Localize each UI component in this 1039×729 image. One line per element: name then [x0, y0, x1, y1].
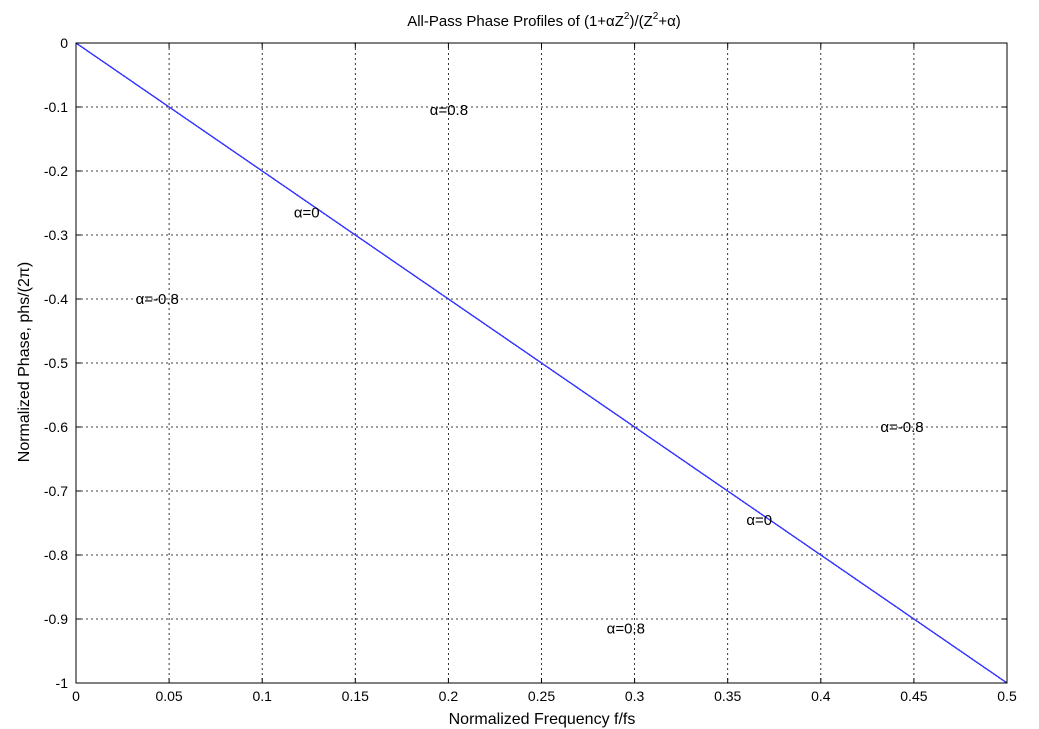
y-tick-label: -0.1	[44, 99, 68, 115]
y-tick-label: -0.2	[44, 163, 68, 179]
x-tick-label: 0.45	[900, 688, 927, 704]
x-tick-label: 0.15	[342, 688, 369, 704]
x-tick-label: 0.1	[252, 688, 272, 704]
y-tick-label: -1	[56, 675, 69, 691]
alpha-annotation: α=-0.8	[136, 291, 179, 308]
curve-annotations: α=0.8 α=0 α=-0.8 α=-0.8 α=0 α=0.8	[136, 102, 924, 637]
x-tick-label: 0.35	[714, 688, 741, 704]
x-tick-label: 0.5	[997, 688, 1017, 704]
x-tick-label: 0	[72, 688, 80, 704]
alpha-annotation: α=-0.8	[880, 419, 923, 436]
y-tick-label: -0.3	[44, 227, 68, 243]
y-tick-label: 0	[60, 35, 68, 51]
x-tick-label: 0.05	[155, 688, 182, 704]
phase-curve-series	[75, 42, 1008, 684]
y-tick-label: -0.5	[44, 355, 68, 371]
x-tick-label: 0.4	[811, 688, 831, 704]
y-tick-label: -0.8	[44, 547, 68, 563]
alpha-annotation: α=0.8	[607, 621, 645, 638]
x-tick-label: 0.2	[439, 688, 459, 704]
alpha-annotation: α=0	[746, 512, 772, 529]
y-tick-label: -0.9	[44, 611, 68, 627]
phase-curves	[75, 42, 1008, 684]
y-tick-label: -0.7	[44, 483, 68, 499]
axis-ticks: 0 0.05 0.1 0.15 0.2 0.25 0.3 0.35 0.4 0.45 0.5 0 -0.…	[44, 35, 1017, 704]
alpha-annotation: α=0	[294, 205, 320, 222]
x-tick-label: 0.25	[528, 688, 555, 704]
y-axis-label: Normalized Phase, phs/(2π)	[16, 262, 33, 462]
y-tick-label: -0.6	[44, 419, 68, 435]
x-axis-label: Normalized Frequency f/fs	[449, 711, 636, 728]
chart-title: All-Pass Phase Profiles of (1+αZ2)/(Z2+α…	[407, 11, 681, 30]
grid-lines	[76, 43, 1007, 683]
y-tick-label: -0.4	[44, 291, 68, 307]
x-tick-label: 0.3	[625, 688, 645, 704]
alpha-annotation: α=0.8	[430, 102, 468, 119]
